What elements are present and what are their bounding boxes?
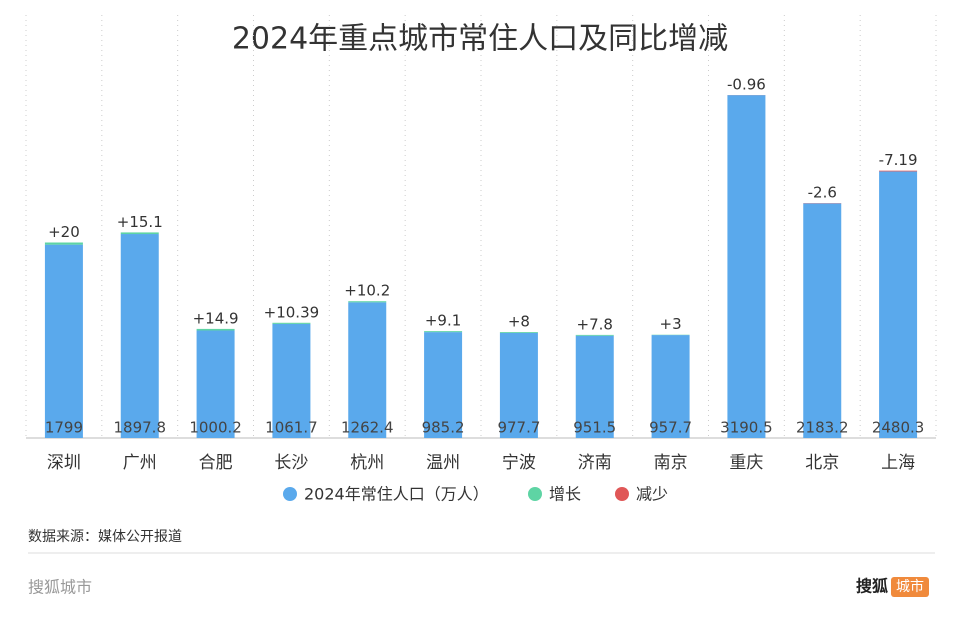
x-tick-label: 合肥: [199, 453, 233, 473]
value-label: 977.7: [497, 419, 540, 437]
x-tick-label: 上海: [881, 453, 915, 473]
population-bar: [651, 335, 690, 438]
change-bar: [44, 242, 83, 245]
value-label: 1000.2: [189, 419, 242, 437]
legend-label: 2024年常住人口（万人）: [304, 485, 489, 504]
change-bar: [499, 332, 538, 333]
x-tick-label: 深圳: [47, 453, 81, 473]
change-bar: [879, 170, 918, 172]
value-label: 1061.7: [265, 419, 318, 437]
change-bar: [272, 322, 311, 324]
brand: 搜狐城市: [28, 578, 92, 597]
change-bar: [348, 301, 387, 303]
change-label: +9.1: [425, 312, 461, 330]
legend-swatch: [283, 487, 297, 501]
value-label: 2183.2: [796, 419, 849, 437]
population-bar: [424, 332, 463, 438]
population-bar: [575, 335, 614, 438]
population-bar: [272, 323, 311, 438]
population-bar: [44, 244, 83, 438]
value-label: 951.5: [573, 419, 616, 437]
population-bar: [879, 171, 918, 438]
legend-label: 减少: [636, 485, 668, 504]
change-bar: [575, 334, 614, 336]
value-label: 3190.5: [720, 419, 773, 437]
change-label: +7.8: [577, 315, 613, 333]
source: 数据来源：媒体公开报道: [28, 529, 182, 545]
population-bar: [727, 95, 766, 438]
change-label: +3: [660, 315, 682, 333]
x-tick-label: 南京: [654, 453, 688, 473]
legend-swatch: [528, 487, 542, 501]
change-label: +20: [48, 223, 80, 241]
population-bar: [196, 330, 235, 438]
change-bar: [424, 331, 463, 333]
x-tick-label: 济南: [578, 453, 612, 473]
population-bar: [499, 332, 538, 438]
value-label: 985.2: [422, 419, 465, 437]
change-label: -2.6: [808, 184, 837, 202]
change-label: -0.96: [727, 76, 766, 94]
logo-badge-bg: [891, 577, 929, 597]
change-label: +10.2: [344, 282, 390, 300]
value-label: 2480.3: [872, 419, 925, 437]
change-bar: [196, 328, 235, 331]
x-tick-label: 重庆: [729, 453, 763, 473]
x-tick-label: 广州: [123, 453, 157, 473]
x-tick-label: 杭州: [350, 453, 384, 473]
value-label: 1799: [45, 419, 83, 437]
chart-title: 2024年重点城市常住人口及同比增减: [232, 22, 728, 57]
legend-label: 增长: [549, 485, 581, 504]
change-bar: [120, 232, 159, 235]
population-bar: [120, 234, 159, 438]
change-label: +15.1: [117, 213, 163, 231]
x-tick-label: 长沙: [274, 453, 308, 473]
x-tick-label: 温州: [426, 453, 460, 473]
legend-swatch: [615, 487, 629, 501]
value-label: 957.7: [649, 419, 692, 437]
change-label: -7.19: [879, 151, 918, 169]
change-label: +14.9: [193, 309, 239, 327]
value-label: 1897.8: [114, 419, 167, 437]
change-label: +10.39: [264, 303, 320, 321]
x-tick-label: 宁波: [502, 453, 536, 473]
value-label: 1262.4: [341, 419, 394, 437]
logo-badge: 城市: [896, 578, 924, 595]
x-tick-label: 北京: [805, 453, 839, 473]
logo-text: 搜狐: [856, 577, 888, 596]
population-bar: [803, 203, 842, 438]
change-label: +8: [508, 313, 530, 331]
population-bar: [348, 302, 387, 438]
